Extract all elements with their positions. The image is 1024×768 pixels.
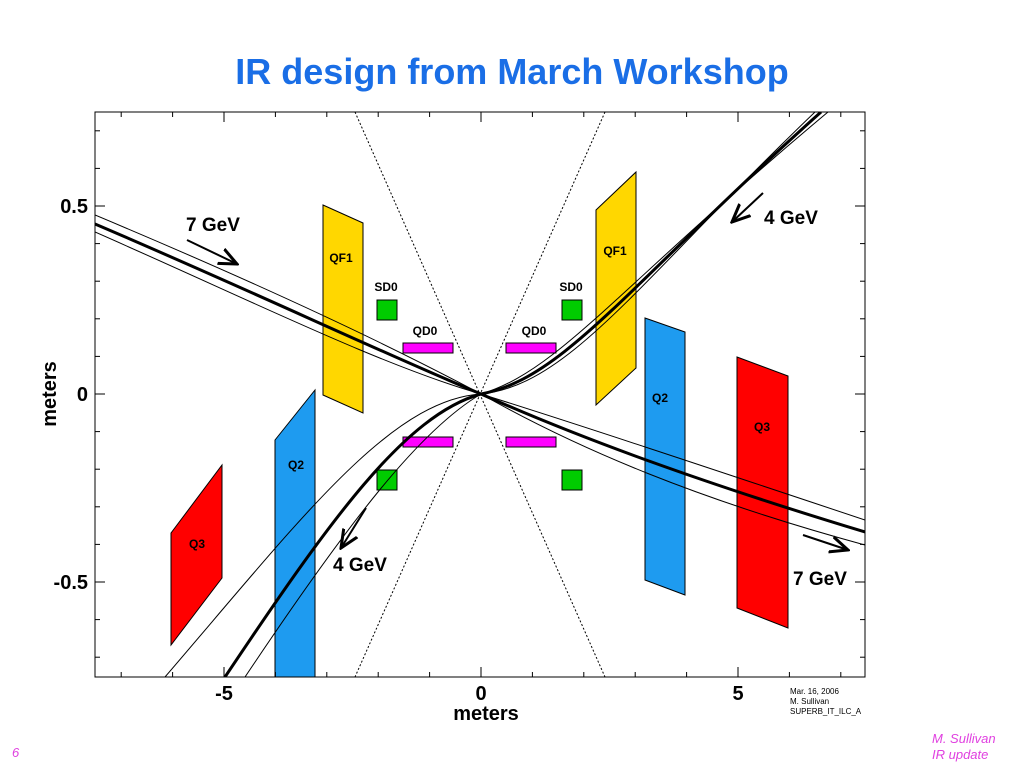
label-sd0: SD0	[374, 280, 398, 294]
x-tick-label: -5	[215, 683, 233, 705]
magnet-q3	[736, 356, 789, 629]
axis-ticks	[95, 112, 865, 677]
x-axis-label: meters	[453, 703, 519, 725]
slide-title: IR design from March Workshop	[235, 51, 788, 92]
tick-labels: -5 0 5 0.5 0 -0.5	[54, 196, 744, 705]
magnet-q2	[644, 317, 686, 596]
magnet-qd0	[402, 436, 454, 448]
magnet-sd0	[561, 469, 583, 491]
magnet-labels: QF1 QF1 SD0 SD0 QD0 QD0 Q2 Q2 Q3 Q3	[189, 244, 770, 551]
y-tick-label: -0.5	[54, 572, 88, 594]
beam-label: 7 GeV	[793, 569, 847, 590]
magnet-sd0	[376, 299, 398, 321]
footer-topic: IR update	[932, 747, 988, 762]
page-number: 6	[12, 745, 20, 760]
magnet-qf1	[322, 204, 364, 414]
label-sd0: SD0	[559, 280, 583, 294]
label-qd0: QD0	[413, 324, 438, 338]
y-axis-label: meters	[39, 361, 61, 427]
beam-arrows	[186, 192, 848, 550]
note-line: M. Sullivan	[790, 697, 829, 706]
magnet-qf1	[595, 170, 637, 407]
magnet-q3	[170, 463, 223, 647]
beam-labels: 7 GeV 4 GeV 4 GeV 7 GeV	[186, 208, 847, 590]
beam-4gev	[164, 112, 829, 677]
beam-label: 4 GeV	[764, 208, 818, 229]
label-q3: Q3	[189, 537, 205, 551]
note-line: SUPERB_IT_ILC_A	[790, 707, 862, 716]
beam-label: 4 GeV	[333, 555, 387, 576]
y-tick-label: 0	[77, 384, 88, 406]
label-q2: Q2	[652, 391, 668, 405]
magnet-sd0	[561, 299, 583, 321]
x-tick-label: 5	[732, 683, 743, 705]
y-tick-label: 0.5	[60, 196, 88, 218]
plot-note: Mar. 16, 2006 M. Sullivan SUPERB_IT_ILC_…	[790, 687, 862, 716]
x-tick-label: 0	[475, 683, 486, 705]
label-qd0: QD0	[522, 324, 547, 338]
beam-label: 7 GeV	[186, 215, 240, 236]
label-q2: Q2	[288, 458, 304, 472]
magnet-qd0	[505, 342, 557, 354]
magnet-qd0	[505, 436, 557, 448]
plot-area	[95, 112, 865, 677]
footer-author: M. Sullivan	[932, 731, 996, 746]
label-qf1: QF1	[603, 244, 627, 258]
label-qf1: QF1	[329, 251, 353, 265]
magnet-q2	[274, 388, 316, 677]
label-q3: Q3	[754, 420, 770, 434]
magnet-qd0	[402, 342, 454, 354]
note-line: Mar. 16, 2006	[790, 687, 839, 696]
